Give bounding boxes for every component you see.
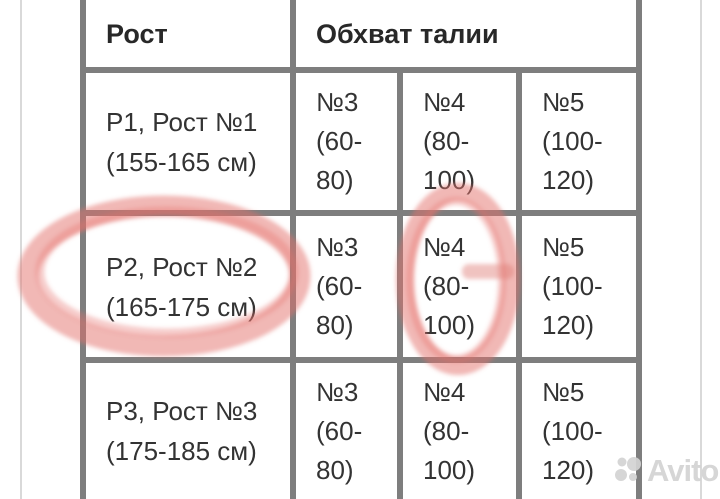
cell-line: №5 — [542, 87, 585, 117]
size-table: Рост Обхват талии Р1, Рост №1 (155-165 с… — [80, 0, 642, 499]
cell-line: 100) — [423, 165, 476, 195]
header-cell-height: Рост — [86, 0, 290, 67]
cell-r1-size4: №4 (80- 100) — [403, 73, 516, 210]
cell-line: (155-165 см) — [106, 146, 257, 177]
cell-line: №3 — [316, 87, 359, 117]
cell-line: (175-185 см) — [106, 436, 257, 466]
cell-line: 80) — [316, 165, 354, 195]
cell-r2-height-circled: Р2, Рост №2 (165-175 см) — [86, 216, 290, 357]
cell-line: 100) — [423, 454, 476, 485]
cell-r3-height: Р3, Рост №3 (175-185 см) — [86, 363, 290, 499]
cell-r2-size5: №5 (100- 120) — [522, 216, 636, 357]
cell-line: 80) — [316, 310, 354, 340]
cell-line: 100) — [423, 310, 476, 340]
cell-r1-size5: №5 (100- 120) — [522, 73, 636, 210]
cell-line: №3 — [316, 232, 359, 262]
cell-line: Р2, Рост №2 — [106, 251, 258, 282]
cell-line: (60- — [316, 271, 363, 301]
cell-line: №4 — [423, 87, 466, 117]
cell-line: (80- — [423, 126, 470, 156]
cell-line: 80) — [316, 454, 354, 485]
avito-brand-text: Avito — [647, 453, 719, 488]
cell-line: №4 — [423, 232, 466, 262]
cell-line: Р1, Рост №1 — [106, 106, 258, 137]
cell-line: №5 — [542, 232, 585, 262]
header-label-waist: Обхват талии — [316, 18, 499, 49]
cell-line: (100- — [542, 126, 603, 156]
cell-r1-size3: №3 (60- 80) — [296, 73, 397, 210]
cell-line: (100- — [542, 271, 603, 301]
cell-line: 120) — [542, 310, 595, 340]
cell-r2-size4-circled: №4 (80- 100) — [403, 216, 516, 357]
cell-line: (165-175 см) — [106, 291, 257, 322]
cell-line: 120) — [542, 165, 595, 195]
carousel-edge-left — [20, 0, 22, 499]
cell-r3-size4: №4 (80- 100) — [403, 363, 516, 499]
cell-line: №5 — [542, 376, 585, 407]
cell-line: №4 — [423, 376, 466, 407]
cell-line: 120) — [542, 454, 595, 485]
header-label-height: Рост — [106, 18, 168, 49]
cell-r3-size5: №5 (100- 120) — [522, 363, 636, 499]
carousel-edge-right — [700, 0, 702, 499]
cell-line: (60- — [316, 415, 363, 446]
cell-line: Р3, Рост №3 — [106, 396, 258, 426]
cell-line: (60- — [316, 126, 363, 156]
cell-line: (80- — [423, 271, 470, 301]
cell-r1-height: Р1, Рост №1 (155-165 см) — [86, 73, 290, 210]
cell-line: (80- — [423, 415, 470, 446]
cell-line: №3 — [316, 376, 359, 407]
avito-watermark: Avito — [613, 451, 719, 491]
cell-r2-size3: №3 (60- 80) — [296, 216, 397, 357]
header-cell-waist: Обхват талии — [296, 0, 636, 67]
cell-line: (100- — [542, 415, 603, 446]
cell-r3-size3: №3 (60- 80) — [296, 363, 397, 499]
avito-logo-icon — [615, 457, 641, 481]
